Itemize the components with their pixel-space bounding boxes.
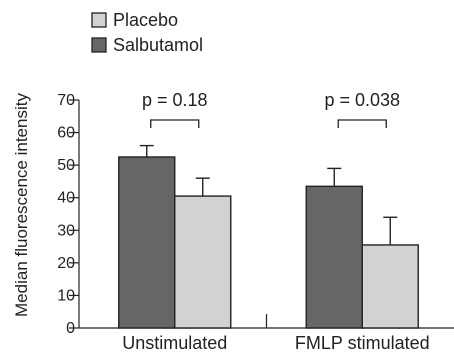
bar-placebo-0 [174, 195, 232, 329]
y-tick-label: 0 [66, 320, 75, 337]
legend: Placebo Salbutamol [91, 10, 203, 55]
legend-label-placebo: Placebo [113, 10, 178, 30]
significance-bracket [150, 119, 200, 128]
y-tick-label: 50 [57, 157, 75, 174]
y-tick-label: 10 [57, 287, 75, 304]
p-value-label: p = 0.18 [142, 90, 208, 110]
y-axis-title: Median fluorescence intensity [12, 93, 31, 317]
y-tick-label: 60 [57, 125, 75, 142]
legend-label-salbutamol: Salbutamol [113, 35, 203, 55]
y-tick-label: 40 [57, 190, 75, 207]
bar-salbutamol-0 [118, 156, 176, 329]
p-value-label: p = 0.038 [324, 90, 400, 110]
y-axis: 0 10 20 30 40 50 60 70 [57, 92, 80, 337]
y-tick-label: 20 [57, 255, 75, 272]
y-tick-label: 70 [57, 92, 75, 109]
annotations: p = 0.18 p = 0.038 [142, 90, 400, 128]
x-tick-label: FMLP stimulated [295, 333, 430, 353]
x-tick-label: Unstimulated [122, 333, 227, 353]
legend-swatch-salbutamol [91, 37, 107, 53]
bar-salbutamol-1 [305, 185, 363, 329]
y-tick-label: 30 [57, 222, 75, 239]
bars [118, 144, 419, 329]
bar-placebo-1 [361, 244, 419, 329]
significance-bracket [337, 119, 387, 128]
legend-swatch-placebo [91, 12, 107, 28]
